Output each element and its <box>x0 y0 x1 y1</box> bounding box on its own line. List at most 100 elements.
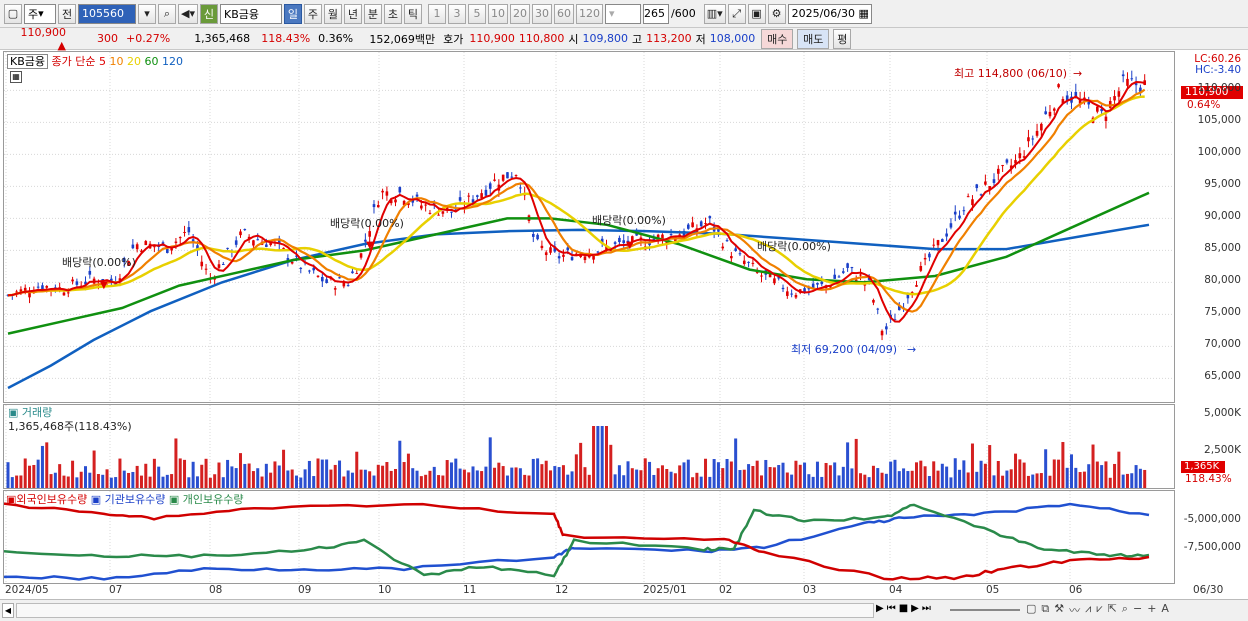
copy-icon[interactable]: ⧉ <box>1041 602 1050 615</box>
volume-bar <box>247 463 251 488</box>
font-icon[interactable]: A <box>1161 602 1169 615</box>
volume-bar <box>514 467 518 488</box>
gear-icon[interactable]: ⚙ <box>767 3 786 24</box>
candle-body <box>398 187 402 193</box>
prev-button[interactable]: 전 <box>58 3 76 24</box>
tool2-icon[interactable]: ⩗ <box>1096 602 1103 615</box>
volume-bar <box>837 475 841 488</box>
export-icon[interactable]: ⇱ <box>1107 602 1117 615</box>
buy-button[interactable]: 매수 <box>761 28 794 49</box>
holdings-chart[interactable] <box>4 491 1175 584</box>
custom-interval-select[interactable]: ▾ <box>604 3 641 24</box>
volume-bar <box>759 475 763 488</box>
volume-bar <box>962 460 966 488</box>
volume-bar <box>307 460 311 488</box>
interval-5[interactable]: 5 <box>467 3 486 24</box>
next-icon[interactable]: ▶ <box>911 603 919 614</box>
stock-code-input[interactable]: 105560 <box>78 3 136 24</box>
candle-body <box>471 199 475 203</box>
volume-bar <box>600 426 604 488</box>
candle-body <box>243 229 247 231</box>
dropdown-icon[interactable]: ▾ <box>138 3 156 24</box>
play-icon[interactable]: ▶ <box>876 603 884 614</box>
rewind-icon[interactable]: ⏮ <box>886 603 896 614</box>
tab-minute[interactable]: 분 <box>363 3 382 24</box>
draw-tool-icon[interactable]: ⤢ <box>727 3 746 24</box>
bid-price: 110,900 <box>469 32 515 45</box>
candle-body <box>286 258 290 261</box>
candle-body <box>226 247 229 249</box>
zigzag-icon[interactable]: ⩘ <box>1085 602 1092 615</box>
tab-year[interactable]: 년 <box>343 3 362 24</box>
interval-120[interactable]: 120 <box>575 3 603 24</box>
zoom-icon[interactable]: ⌕ <box>1121 602 1128 615</box>
volume-bar <box>454 458 458 488</box>
candle-body <box>850 267 854 269</box>
candle-body <box>738 253 742 255</box>
candle-body <box>953 211 957 215</box>
scroll-left-icon[interactable]: ◀ <box>2 603 14 618</box>
tab-second[interactable]: 초 <box>383 3 402 24</box>
volume-bar <box>415 470 419 488</box>
interval-3[interactable]: 3 <box>447 3 466 24</box>
wave-icon[interactable]: 〰 <box>1069 604 1081 617</box>
candle-body <box>626 240 630 245</box>
zoom-slider[interactable] <box>950 609 1020 611</box>
tab-week[interactable]: 주 <box>303 3 322 24</box>
volume-bar <box>846 442 850 488</box>
price-chart[interactable]: 최고 114,800 (06/10) → 최저 69,200 (04/09) → 배당락… <box>4 52 1175 403</box>
sell-button[interactable]: 매도 <box>797 28 830 49</box>
eval-button[interactable]: 평 <box>833 28 852 49</box>
interval-60[interactable]: 60 <box>553 3 574 24</box>
volume-bar <box>58 464 62 488</box>
square-icon[interactable]: ▢ <box>1026 602 1037 615</box>
volume-bar <box>406 453 410 488</box>
search-icon[interactable]: ⌕ <box>158 3 176 24</box>
end-icon[interactable]: ⏭ <box>921 603 931 614</box>
foreign-line <box>4 502 1150 581</box>
candle-body <box>325 279 328 283</box>
candle-body <box>734 248 737 251</box>
plus-icon[interactable]: + <box>1147 602 1157 615</box>
candle-type-icon[interactable]: ▥▾ <box>703 3 726 24</box>
volume-bar <box>320 459 324 488</box>
date-input[interactable]: 2025/06/30 ▦ <box>787 3 872 24</box>
stock-name-field[interactable]: KB금융 <box>219 3 282 24</box>
candle-body <box>1061 99 1065 104</box>
candle-body <box>820 281 824 285</box>
interval-1[interactable]: 1 <box>427 3 446 24</box>
volume-bar <box>992 475 996 488</box>
speaker-icon[interactable]: ◀▾ <box>178 3 198 24</box>
candle-body <box>691 222 694 228</box>
volume-bar <box>96 474 100 488</box>
window-icon[interactable]: ▢ <box>4 3 22 24</box>
tab-day[interactable]: 일 <box>283 3 302 24</box>
volume-bar <box>260 476 264 488</box>
tab-tick[interactable]: 틱 <box>403 3 422 24</box>
x-tick-label: 08 <box>209 584 223 596</box>
volume-bar <box>144 463 148 488</box>
price-tick: 75,000 <box>1204 306 1241 319</box>
tool-icon[interactable]: ⚒ <box>1054 602 1065 615</box>
candle-body <box>88 270 92 275</box>
scrollbar-track[interactable] <box>16 603 874 618</box>
candle-body <box>144 241 148 246</box>
stop-icon[interactable]: ■ <box>898 603 909 614</box>
interval-20[interactable]: 20 <box>509 3 530 24</box>
tab-month[interactable]: 월 <box>323 3 342 24</box>
volume-bar <box>975 471 979 488</box>
volume-bar <box>523 474 527 488</box>
candle-body <box>1035 130 1039 136</box>
count-input[interactable]: 265 <box>642 3 669 24</box>
minus-icon[interactable]: − <box>1132 602 1143 615</box>
candle-body <box>58 287 61 289</box>
candle-body <box>415 194 419 197</box>
mode-select[interactable]: 주 ▾ <box>24 3 56 24</box>
candle-body <box>936 240 940 246</box>
save-icon[interactable]: ▣ <box>747 3 766 24</box>
candle-body <box>308 270 311 272</box>
volume-chart[interactable] <box>4 405 1175 489</box>
interval-10[interactable]: 10 <box>487 3 508 24</box>
interval-30[interactable]: 30 <box>531 3 552 24</box>
grid-icon[interactable]: ▦ <box>10 71 22 83</box>
